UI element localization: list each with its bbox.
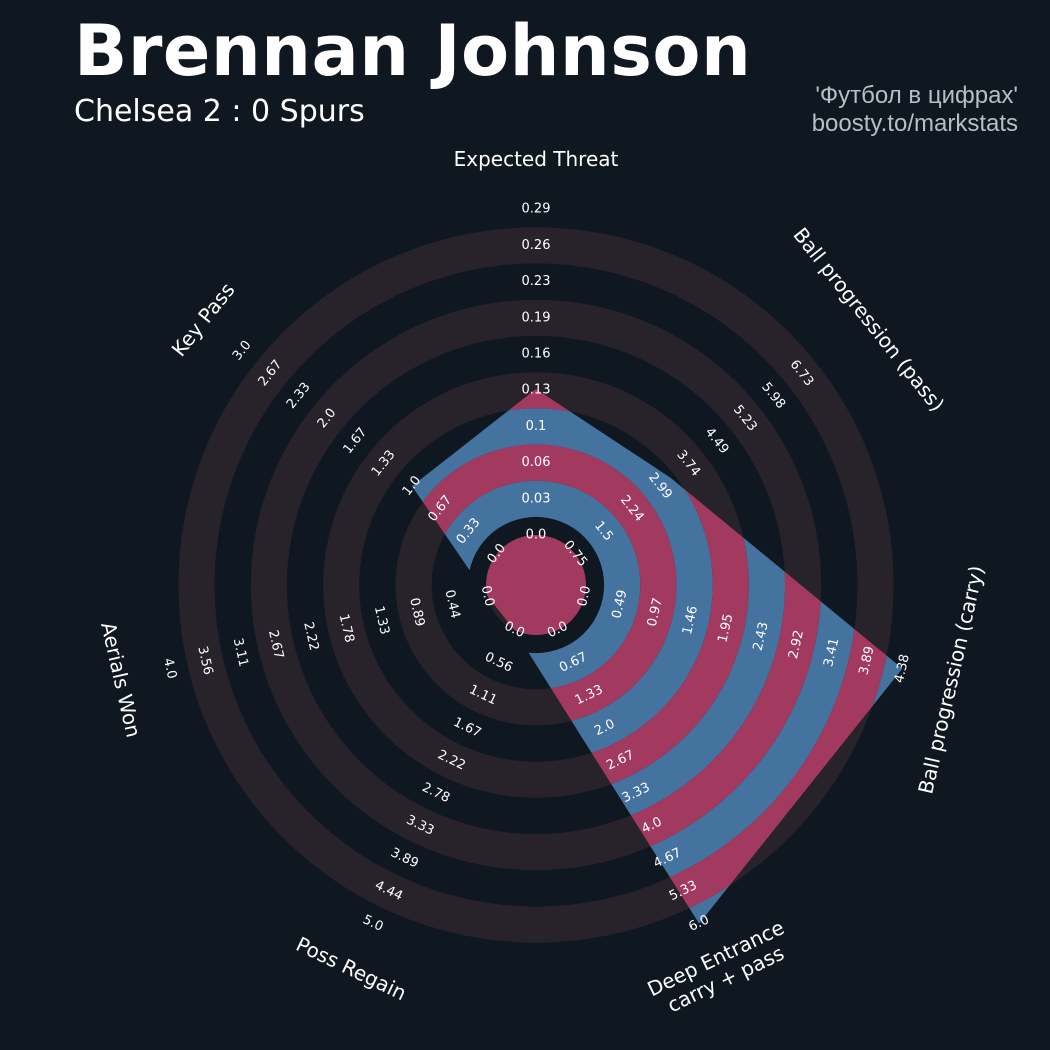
tick-label: 0.0 [478,584,497,608]
tick-label: 0.44 [441,588,462,620]
tick-label: 2.67 [265,629,286,661]
tick-label: 3.11 [230,637,251,669]
axis-label: Expected Threat [454,147,619,171]
tick-label: 0.0 [575,584,594,608]
tick-label: 1.33 [371,605,392,637]
tick-label: 1.78 [336,613,357,645]
tick-label: 3.56 [194,645,215,677]
tick-label: 0.03 [522,491,551,506]
tick-label: 0.13 [522,383,551,398]
player-title: Brennan Johnson [74,10,752,92]
tick-label: 0.0 [526,528,547,543]
tick-label: 0.89 [406,596,427,628]
axis-label-line: Expected Threat [454,147,619,171]
tick-label: 1.46 [680,605,701,637]
tick-label: 1.95 [715,613,736,645]
tick-label: 0.16 [522,347,551,362]
tick-label: 0.49 [609,588,630,620]
match-subtitle: Chelsea 2 : 0 Spurs [74,94,365,129]
tick-label: 3.89 [857,645,878,677]
tick-label: 0.06 [522,455,551,470]
tick-label: 0.23 [522,274,551,289]
tick-label: 0.19 [522,310,551,325]
tick-label: 0.26 [522,238,551,253]
tick-label: 0.1 [526,419,547,434]
tick-labels: 0.0 0.03 0.06 0.1 0.13 0.16 0.19 0.23 0.26 0.29 0.… [160,202,913,935]
player-band [486,535,586,635]
tick-label: 2.43 [751,621,772,653]
tick-label: 0.29 [522,202,551,217]
tick-label: 4.0 [160,657,179,681]
tick-label: 4.38 [892,653,913,685]
credit-line-2: boosty.to/markstats [811,110,1018,137]
tick-label: 3.41 [821,637,842,669]
credit-line-1: 'Футбол в цифрах' [815,82,1018,109]
tick-label: 2.92 [786,629,807,661]
tick-label: 0.97 [645,596,666,628]
tick-label: 2.22 [300,621,321,653]
